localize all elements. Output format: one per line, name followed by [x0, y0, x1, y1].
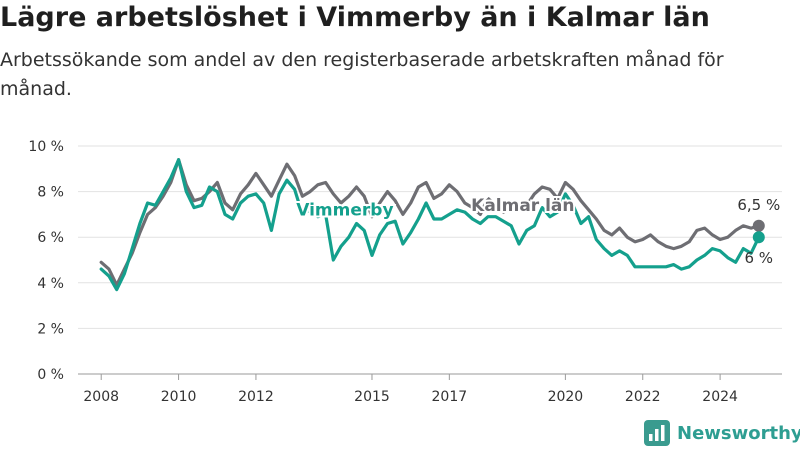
y-tick-label: 0 %: [37, 367, 64, 383]
x-tick-label: 2012: [238, 389, 274, 405]
end-marker-kalmar-l-n: [752, 219, 765, 232]
y-tick-label: 8 %: [37, 185, 64, 201]
x-axis-tick-labels: 2008 2010 2012 2015 2017 2020 2022 2024: [83, 374, 738, 405]
series-line-kalmar-l-n: [99, 158, 761, 287]
x-tick-label: 2017: [432, 389, 468, 405]
end-marker-vimmerby: [752, 231, 765, 244]
bar-chart-logo-icon: [644, 420, 670, 446]
x-tick-label: 2008: [83, 389, 119, 405]
end-value-label-kalmar-lan: 6,5 %: [737, 196, 780, 214]
y-tick-label: 2 %: [37, 321, 64, 337]
x-tick-label: 2024: [702, 389, 738, 405]
series-label-kalmar-lan: Kalmar län: [471, 196, 574, 216]
brand-name: Newsworthy: [677, 422, 800, 444]
series-line-vimmerby: [99, 158, 761, 292]
y-tick-label: 10 %: [28, 139, 64, 155]
x-tick-label: 2022: [625, 389, 661, 405]
chart-subtitle: Arbetssökande som andel av den registerb…: [0, 49, 724, 100]
end-value-label-vimmerby: 6 %: [745, 249, 774, 267]
series-label-vimmerby: Vimmerby: [296, 201, 393, 221]
x-tick-label: 2020: [548, 389, 584, 405]
y-tick-label: 6 %: [37, 230, 64, 246]
gridlines: [78, 145, 782, 375]
x-tick-label: 2010: [161, 389, 197, 405]
x-tick-label: 2015: [354, 389, 390, 405]
y-tick-label: 4 %: [37, 276, 64, 292]
newsworthy-brand: Newsworthy: [644, 418, 800, 448]
y-axis-tick-labels: 0 % 2 % 4 % 6 % 8 % 10 %: [28, 139, 64, 383]
series-labels: Kalmar län Vimmerby 6,5 % 6 %: [294, 194, 780, 267]
chart-title: Lägre arbetslöshet i Vimmerby än i Kalma…: [0, 2, 710, 33]
series-lines: [99, 158, 765, 292]
